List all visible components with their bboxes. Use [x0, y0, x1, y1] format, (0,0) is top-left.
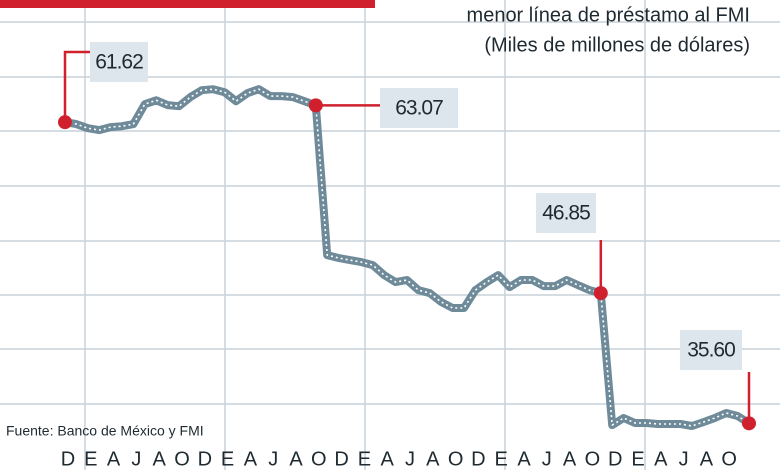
data-label: 35.60 — [687, 339, 735, 362]
x-tick-label: O — [311, 448, 327, 470]
x-tick-label: J — [268, 448, 278, 470]
x-tick-label: D — [198, 448, 212, 470]
x-tick-label: E — [84, 448, 97, 470]
x-tick-label: E — [631, 448, 644, 470]
x-tick-label: O — [174, 448, 190, 470]
callout-box — [90, 42, 148, 82]
highlight-dot — [742, 416, 756, 431]
data-label: 46.85 — [542, 202, 590, 225]
header-bar — [0, 0, 375, 8]
x-tick-label: J — [679, 448, 689, 470]
x-tick-label: J — [131, 448, 141, 470]
x-tick-label: A — [244, 448, 258, 470]
x-tick-label: E — [358, 448, 371, 470]
highlight-dot — [593, 286, 608, 301]
line-highlight — [64, 88, 750, 427]
chart-title: menor línea de préstamo al FMI — [467, 4, 750, 26]
x-tick-label: J — [542, 448, 552, 470]
callout-line — [63, 50, 90, 123]
x-tick-label: A — [289, 448, 303, 470]
x-tick-label: D — [61, 448, 75, 470]
x-tick-label: A — [563, 448, 577, 470]
highlight-dot — [308, 98, 323, 113]
callout-box — [536, 193, 596, 233]
callout-box — [680, 330, 742, 370]
x-tick-label: A — [107, 448, 121, 470]
x-tick-label: J — [405, 448, 415, 470]
x-tick-label: E — [495, 448, 508, 470]
data-label: 61.62 — [95, 51, 143, 74]
data-label: 63.07 — [395, 97, 443, 120]
callout-box — [380, 88, 458, 128]
x-tick-label: A — [381, 448, 395, 470]
x-tick-label: O — [721, 448, 737, 470]
x-tick-label: A — [517, 448, 531, 470]
chart-subtitle: (Miles de millones de dólares) — [484, 34, 750, 56]
x-tick-label: D — [608, 448, 622, 470]
highlight-dot — [58, 115, 72, 130]
x-tick-label: O — [448, 448, 464, 470]
x-tick-label: A — [654, 448, 668, 470]
x-tick-label: A — [426, 448, 440, 470]
x-tick-label: D — [334, 448, 348, 470]
x-tick-label: E — [221, 448, 234, 470]
x-tick-label: D — [471, 448, 485, 470]
x-tick-label: O — [585, 448, 601, 470]
x-tick-label: A — [700, 448, 714, 470]
x-tick-label: A — [153, 448, 167, 470]
source: Fuente: Banco de México y FMI — [6, 423, 204, 439]
